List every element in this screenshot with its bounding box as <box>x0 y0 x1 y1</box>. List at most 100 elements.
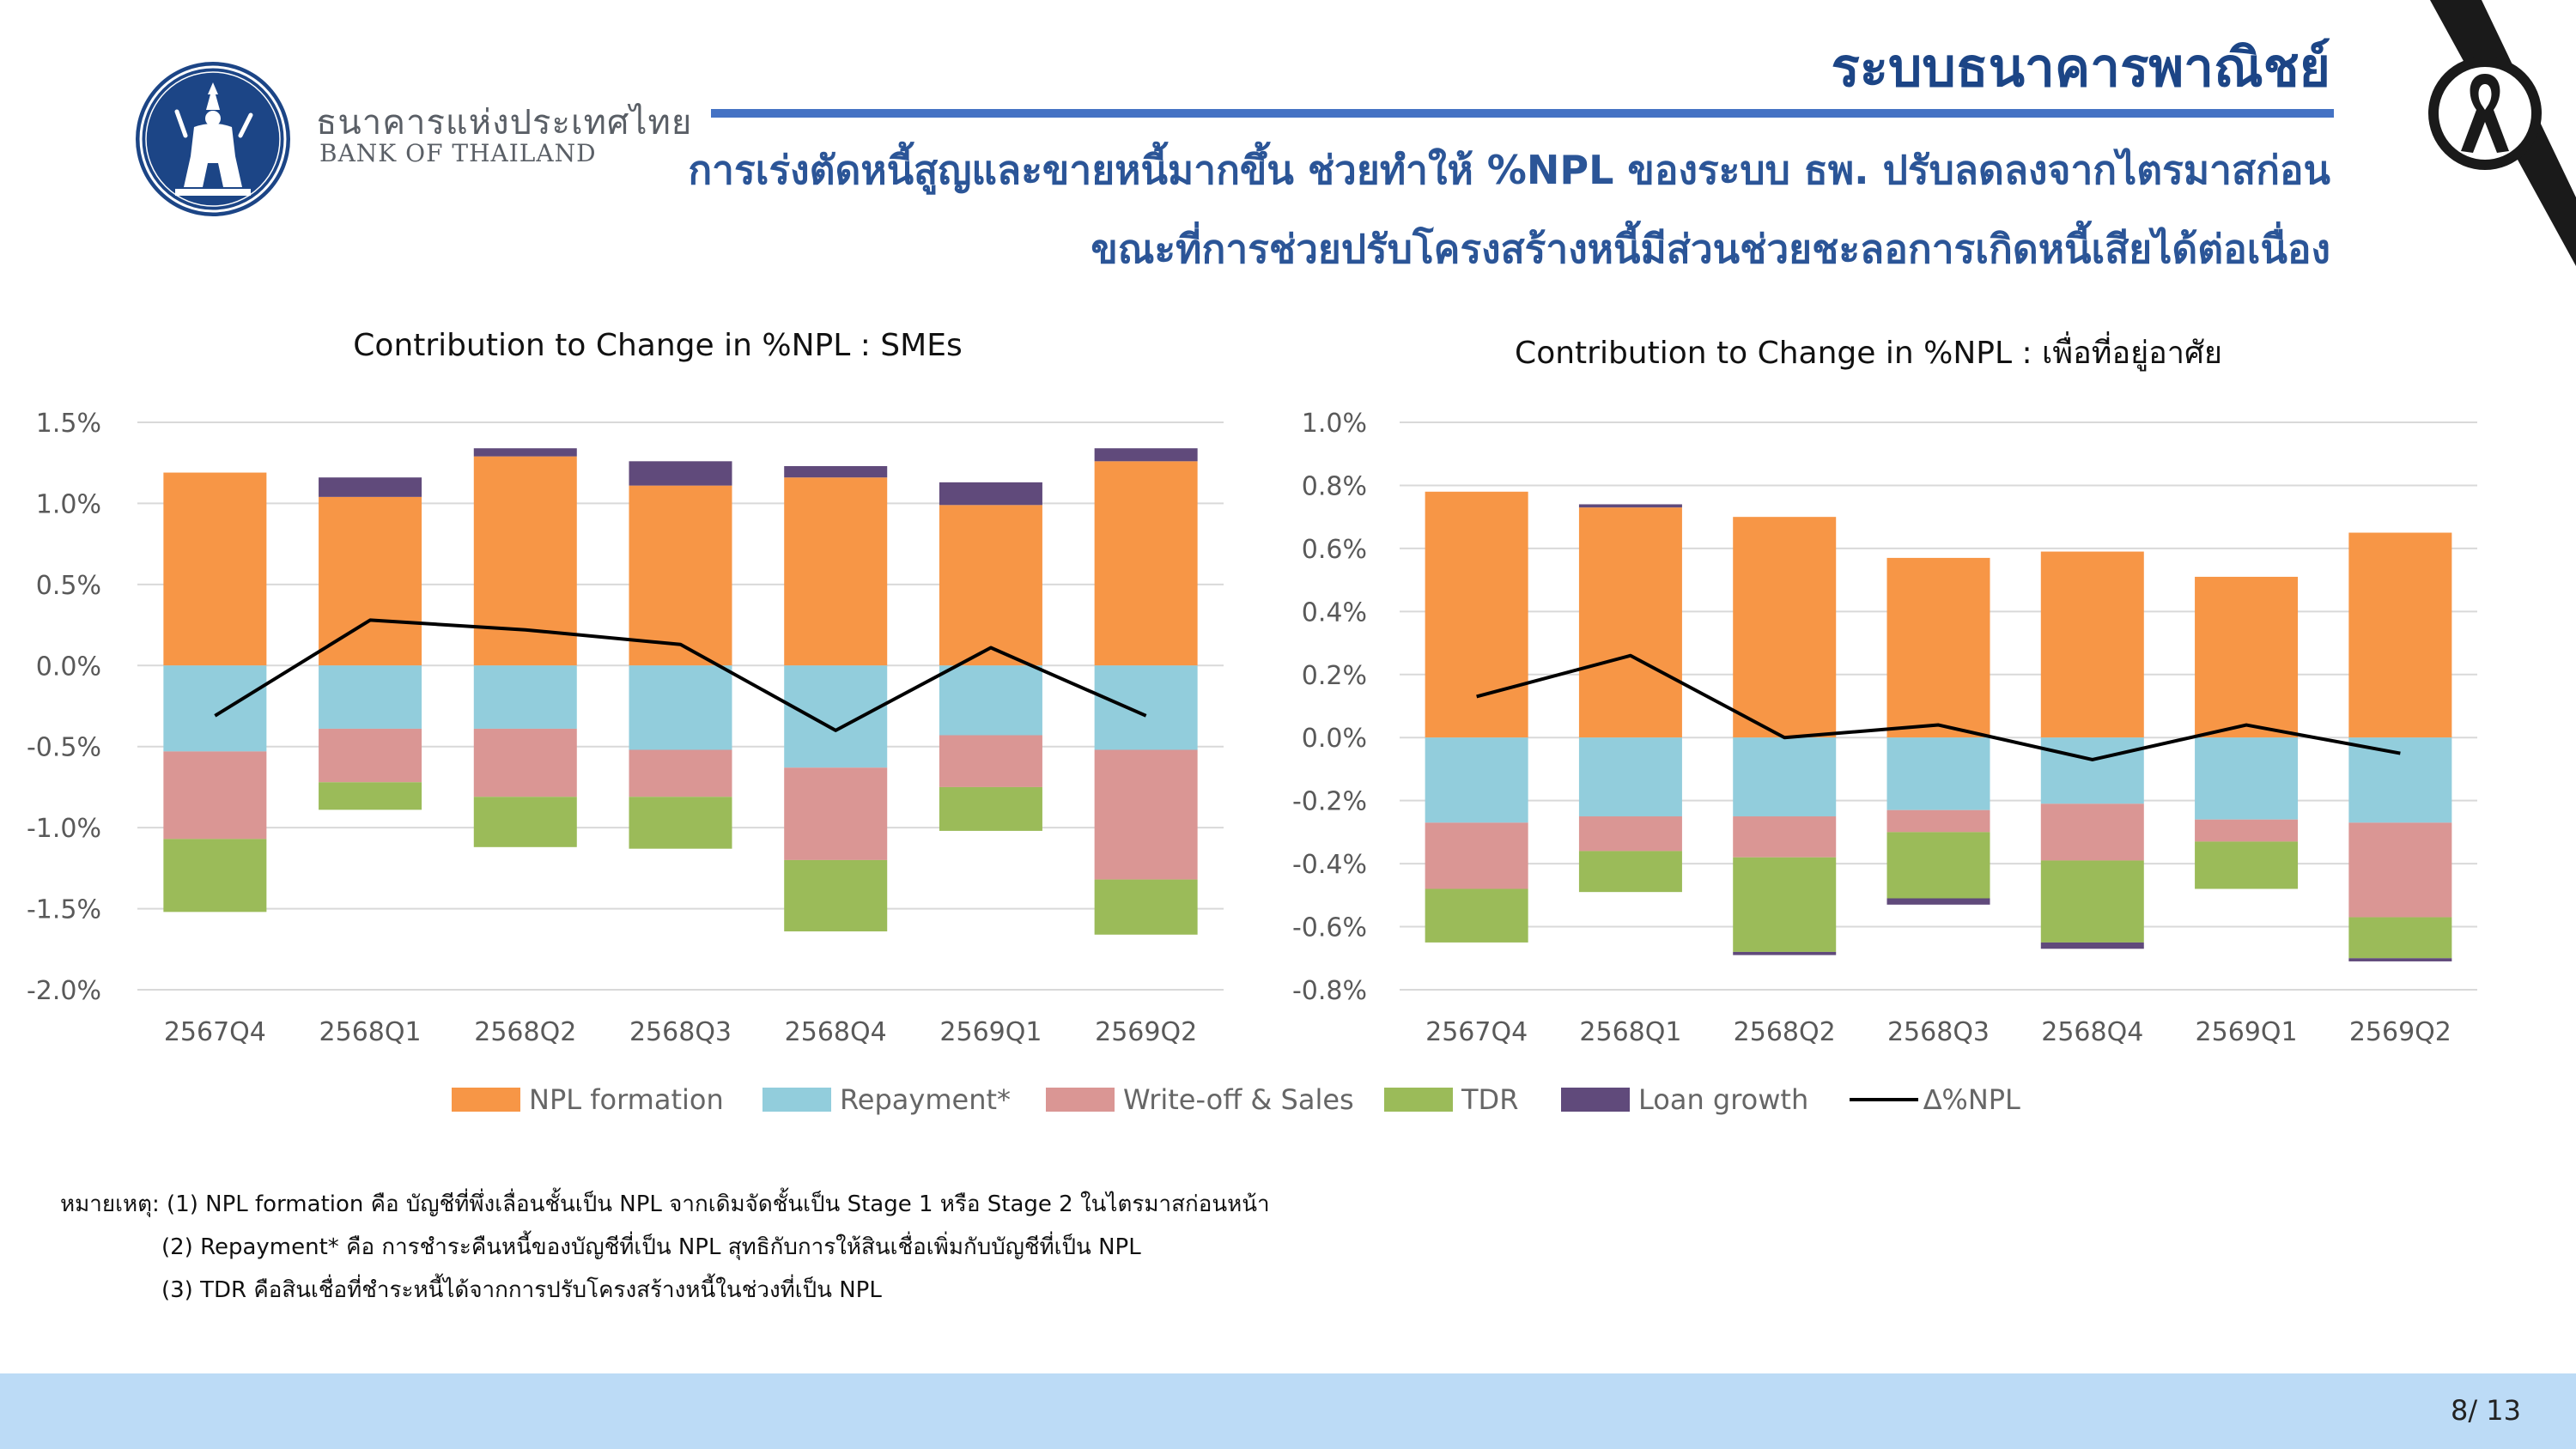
bar-housing-tdr <box>2040 860 2144 943</box>
bar-smes-npl-formation <box>1094 461 1198 666</box>
bar-housing-tdr <box>1578 851 1682 893</box>
y-tick-label-smes: 0.5% <box>36 571 101 601</box>
y-tick-label-housing: 0.8% <box>1302 471 1367 501</box>
y-tick-label-smes: 1.0% <box>36 489 101 519</box>
bar-housing-repayment <box>1886 737 1990 810</box>
bar-smes-loan-growth <box>1094 448 1198 462</box>
headline-line-2: ขณะที่การช่วยปรับโครงสร้างหนี้มีส่วนช่วย… <box>1091 226 2330 272</box>
legend-line-delta-npl <box>1850 1098 1918 1101</box>
bar-smes-repayment <box>1094 665 1198 750</box>
bar-smes-loan-growth <box>473 448 577 457</box>
bar-housing-repayment <box>2348 737 2452 823</box>
bar-smes-npl-formation <box>163 472 267 666</box>
x-tick-label-smes: 2569Q2 <box>1095 1017 1197 1047</box>
bar-smes-tdr <box>784 859 888 932</box>
note-line-3: (3) TDR คือสินเชื่อที่ชำระหนี้ได้จากการป… <box>161 1277 882 1303</box>
legend-label-writeoff-sales: Write-off & Sales <box>1123 1083 1354 1116</box>
x-tick-label-housing: 2569Q2 <box>2349 1017 2451 1047</box>
bar-smes-repayment <box>163 665 267 752</box>
bar-smes-loan-growth <box>319 477 422 497</box>
y-tick-label-smes: -0.5% <box>27 733 101 763</box>
legend-label-loan-growth: Loan growth <box>1638 1083 1809 1116</box>
legend-swatch-npl-formation <box>452 1088 520 1112</box>
bar-smes-npl-formation <box>629 485 732 666</box>
x-tick-label-smes: 2567Q4 <box>164 1017 266 1047</box>
bar-smes-tdr <box>163 839 267 912</box>
x-tick-label-housing: 2568Q1 <box>1579 1017 1681 1047</box>
bar-housing-tdr <box>1886 832 1990 899</box>
bar-smes-npl-formation <box>939 505 1042 666</box>
chart-title-housing: Contribution to Change in %NPL : เพื่อที… <box>1515 336 2222 371</box>
bar-housing-npl-formation <box>2195 576 2299 738</box>
bar-housing-repayment <box>1425 737 1528 823</box>
bar-housing-npl-formation <box>2040 551 2144 738</box>
legend-label-npl-formation: NPL formation <box>529 1083 724 1116</box>
x-tick-label-smes: 2568Q1 <box>319 1017 422 1047</box>
x-tick-label-housing: 2569Q1 <box>2196 1017 2298 1047</box>
y-tick-label-housing: 0.0% <box>1302 724 1367 754</box>
bar-housing-writeoff-sales <box>1733 816 1837 858</box>
legend-writeoff-sales: Write-off & Sales <box>1046 1083 1354 1116</box>
legend-swatch-tdr <box>1384 1088 1453 1112</box>
x-tick-label-housing: 2568Q3 <box>1887 1017 1990 1047</box>
bank-name-thai: ธนาคารแห่งประเทศไทย <box>316 103 693 142</box>
y-tick-label-housing: -0.2% <box>1292 787 1367 817</box>
legend-loan-growth: Loan growth <box>1561 1083 1808 1116</box>
x-tick-label-smes: 2569Q1 <box>939 1017 1042 1047</box>
bar-smes-repayment <box>629 665 732 750</box>
x-tick-label-housing: 2568Q4 <box>2041 1017 2143 1047</box>
bar-housing-repayment <box>2195 737 2299 820</box>
bar-housing-npl-formation <box>2348 532 2452 738</box>
bar-smes-tdr <box>473 797 577 847</box>
npl-contribution-charts: 1.5% 1.0% 0.5% 0.0% -0.5% -1.0% -1.5% -2.0% 2567… <box>27 409 2477 1047</box>
bar-smes-writeoff-sales <box>473 728 577 797</box>
bar-smes-writeoff-sales <box>629 749 732 797</box>
y-tick-label-housing: 0.4% <box>1302 597 1367 627</box>
bar-housing-repayment <box>1578 737 1682 817</box>
bar-smes-tdr <box>1094 879 1198 935</box>
chart-title-smes: Contribution to Change in %NPL : SMEs <box>353 328 963 363</box>
bar-housing-npl-formation <box>1886 557 1990 738</box>
bar-housing-tdr <box>2348 917 2452 959</box>
bar-housing-npl-formation <box>1733 517 1837 738</box>
bar-smes-npl-formation <box>784 477 888 666</box>
x-tick-label-housing: 2567Q4 <box>1425 1017 1528 1047</box>
legend-swatch-writeoff-sales <box>1046 1088 1115 1112</box>
bar-smes-writeoff-sales <box>784 767 888 860</box>
bar-housing-loan-growth <box>1578 504 1682 508</box>
y-tick-label-smes: 0.0% <box>36 652 101 682</box>
y-tick-label-housing: -0.6% <box>1292 913 1367 943</box>
legend-npl-formation: NPL formation <box>452 1083 724 1116</box>
y-tick-label-smes: -1.0% <box>27 814 101 844</box>
bar-housing-writeoff-sales <box>1578 816 1682 852</box>
legend-swatch-loan-growth <box>1561 1088 1630 1112</box>
y-tick-label-smes: 1.5% <box>36 409 101 439</box>
legend-tdr: TDR <box>1384 1083 1518 1116</box>
bar-smes-writeoff-sales <box>939 735 1042 787</box>
x-tick-label-housing: 2568Q2 <box>1734 1017 1836 1047</box>
footer-band <box>0 1373 2576 1449</box>
bar-housing-writeoff-sales <box>1425 822 1528 889</box>
bar-housing-writeoff-sales <box>2195 819 2299 842</box>
bar-smes-loan-growth <box>784 465 888 478</box>
bank-name-english: BANK OF THAILAND <box>319 139 597 167</box>
page-number: 8/ 13 <box>2450 1394 2521 1427</box>
legend-label-delta-npl: ∆%NPL <box>1923 1083 2020 1116</box>
bar-housing-repayment <box>1733 737 1837 817</box>
bar-housing-tdr <box>1425 888 1528 943</box>
bar-housing-loan-growth <box>1886 898 1990 905</box>
bar-smes-loan-growth <box>629 461 732 486</box>
legend-delta-npl: ∆%NPL <box>1850 1083 2020 1116</box>
y-tick-label-housing: 0.6% <box>1302 535 1367 565</box>
legend-label-repayment: Repayment* <box>840 1083 1012 1116</box>
bar-housing-tdr <box>2195 841 2299 889</box>
legend-label-tdr: TDR <box>1461 1083 1519 1116</box>
bar-smes-repayment <box>473 665 577 729</box>
bar-smes-writeoff-sales <box>163 751 267 840</box>
legend-swatch-repayment <box>762 1088 831 1112</box>
y-tick-label-smes: -2.0% <box>27 976 101 1006</box>
y-tick-label-housing: -0.8% <box>1292 976 1367 1006</box>
bar-smes-writeoff-sales <box>319 728 422 783</box>
x-tick-label-smes: 2568Q3 <box>629 1017 732 1047</box>
bar-housing-writeoff-sales <box>2348 822 2452 918</box>
